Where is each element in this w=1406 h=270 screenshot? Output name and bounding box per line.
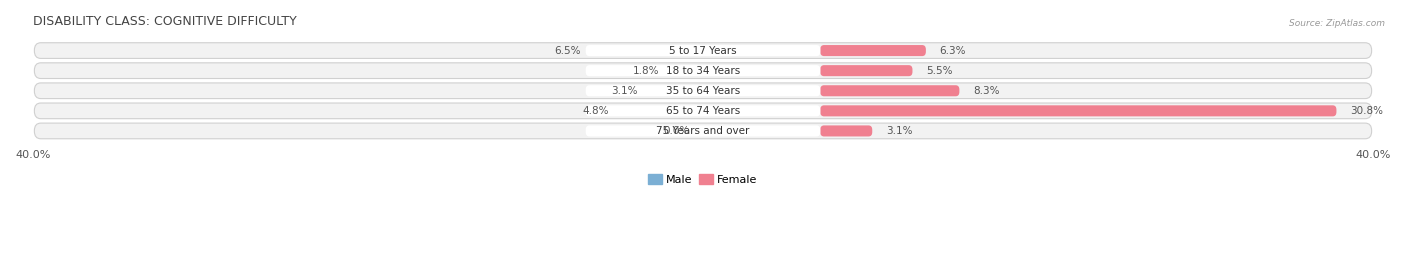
Text: 5.5%: 5.5% — [927, 66, 952, 76]
Text: 6.3%: 6.3% — [939, 46, 966, 56]
FancyBboxPatch shape — [34, 43, 1372, 58]
Text: Source: ZipAtlas.com: Source: ZipAtlas.com — [1289, 19, 1385, 28]
FancyBboxPatch shape — [586, 105, 820, 116]
Text: 3.1%: 3.1% — [886, 126, 912, 136]
FancyBboxPatch shape — [586, 45, 820, 56]
FancyBboxPatch shape — [34, 123, 1372, 139]
Text: DISABILITY CLASS: COGNITIVE DIFFICULTY: DISABILITY CLASS: COGNITIVE DIFFICULTY — [32, 15, 297, 28]
FancyBboxPatch shape — [820, 65, 912, 76]
Text: 35 to 64 Years: 35 to 64 Years — [666, 86, 740, 96]
Text: 5 to 17 Years: 5 to 17 Years — [669, 46, 737, 56]
Text: 18 to 34 Years: 18 to 34 Years — [666, 66, 740, 76]
FancyBboxPatch shape — [34, 63, 1372, 79]
FancyBboxPatch shape — [586, 125, 820, 136]
Text: 65 to 74 Years: 65 to 74 Years — [666, 106, 740, 116]
Text: 0.0%: 0.0% — [664, 126, 689, 136]
Text: 75 Years and over: 75 Years and over — [657, 126, 749, 136]
Text: 6.5%: 6.5% — [554, 46, 581, 56]
FancyBboxPatch shape — [34, 83, 1372, 99]
Text: 3.1%: 3.1% — [612, 86, 638, 96]
Text: 1.8%: 1.8% — [633, 66, 659, 76]
FancyBboxPatch shape — [586, 65, 820, 76]
FancyBboxPatch shape — [820, 125, 872, 136]
FancyBboxPatch shape — [820, 105, 1337, 116]
FancyBboxPatch shape — [34, 103, 1372, 119]
FancyBboxPatch shape — [586, 85, 820, 96]
Text: 4.8%: 4.8% — [582, 106, 609, 116]
FancyBboxPatch shape — [820, 45, 927, 56]
Text: 30.8%: 30.8% — [1350, 106, 1384, 116]
Legend: Male, Female: Male, Female — [644, 169, 762, 189]
Text: 8.3%: 8.3% — [973, 86, 1000, 96]
FancyBboxPatch shape — [820, 85, 959, 96]
